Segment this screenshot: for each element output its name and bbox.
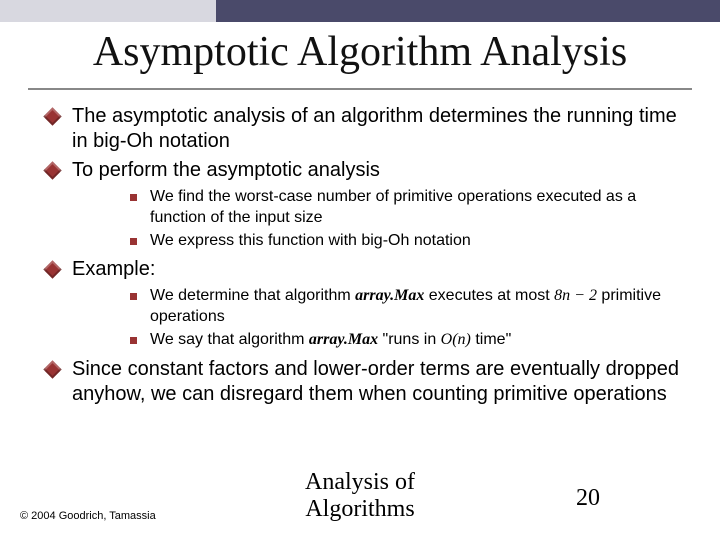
list-item: We determine that algorithm array.Max ex… [130,286,692,328]
title-rule [28,88,692,90]
footer-line1: Analysis of [305,469,415,495]
emphasis: array.Max [309,331,378,348]
bullet-text: We find the worst-case number of primiti… [150,188,636,226]
bullet-text-part: We say that algorithm [150,331,309,348]
footer-center-title: Analysis of Algorithms [305,469,415,522]
bullet-text: Since constant factors and lower-order t… [72,358,679,405]
bullet-text-part: executes at most [424,287,554,304]
bullet-list: The asymptotic analysis of an algorithm … [28,104,692,407]
list-item: We find the worst-case number of primiti… [130,187,692,229]
emphasis: 8n − 2 [554,287,597,304]
bullet-text-part: time" [471,331,511,348]
sub-list: We determine that algorithm array.Max ex… [72,286,692,350]
list-item: Example: We determine that algorithm arr… [46,257,692,350]
bullet-text-part: "runs in [378,331,441,348]
emphasis: array.Max [355,287,424,304]
bullet-text: The asymptotic analysis of an algorithm … [72,105,677,152]
sub-list: We find the worst-case number of primiti… [72,187,692,251]
list-item: To perform the asymptotic analysis We fi… [46,158,692,251]
page-number: 20 [576,485,600,512]
list-item: The asymptotic analysis of an algorithm … [46,104,692,154]
slide-title: Asymptotic Algorithm Analysis [28,28,692,76]
slide-body: Asymptotic Algorithm Analysis The asympt… [0,28,720,540]
copyright-text: © 2004 Goodrich, Tamassia [20,510,156,522]
list-item: We say that algorithm array.Max "runs in… [130,330,692,351]
emphasis: O(n) [441,331,471,348]
footer-line2: Algorithms [305,496,414,522]
bullet-text: To perform the asymptotic analysis [72,159,380,181]
title-bar-decoration [0,0,720,22]
list-item: Since constant factors and lower-order t… [46,357,692,407]
bullet-text: We express this function with big-Oh not… [150,232,471,249]
bullet-text: Example: [72,258,155,280]
bullet-text-part: We determine that algorithm [150,287,355,304]
list-item: We express this function with big-Oh not… [130,231,692,252]
